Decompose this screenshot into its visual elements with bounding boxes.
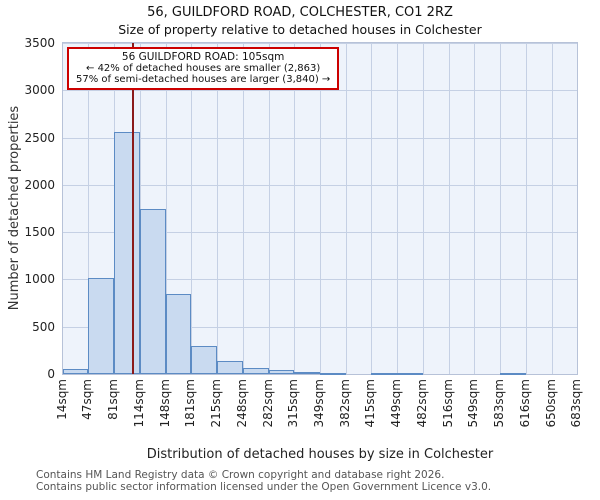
x-tick-label: 616sqm	[517, 379, 532, 428]
chart-title: 56, GUILDFORD ROAD, COLCHESTER, CO1 2RZ	[147, 5, 453, 20]
x-tick-label: 215sqm	[209, 379, 224, 428]
histogram-bar	[63, 369, 89, 374]
x-tick-label: 415sqm	[363, 379, 378, 428]
property-marker-line	[131, 43, 134, 374]
histogram-bar	[242, 368, 269, 374]
y-tick-label: 1000	[24, 272, 55, 287]
y-tick-label: 3500	[24, 36, 55, 50]
footer-line-2: Contains public sector information licen…	[36, 480, 492, 493]
gridline-horizontal	[63, 90, 577, 92]
x-tick-label: 349sqm	[312, 379, 327, 428]
histogram-bar	[500, 373, 526, 375]
x-tick-label: 47sqm	[80, 379, 95, 420]
gridline-vertical	[165, 43, 167, 374]
gridline-vertical	[500, 43, 502, 374]
x-tick-label: 282sqm	[260, 379, 275, 428]
x-tick-label: 650sqm	[543, 379, 558, 428]
gridline-vertical	[242, 43, 244, 374]
histogram-bar	[114, 131, 140, 374]
gridline-vertical	[371, 43, 373, 374]
gridline-vertical	[217, 43, 219, 374]
y-tick-label: 0	[47, 367, 55, 381]
y-tick-label: 500	[32, 319, 55, 334]
y-axis-title: Number of detached properties	[7, 105, 22, 311]
histogram-bar	[165, 293, 192, 374]
histogram-bar	[139, 209, 166, 374]
histogram-bar	[217, 360, 243, 374]
footer: Contains HM Land Registry data © Crown c…	[36, 469, 492, 493]
gridline-vertical	[88, 43, 90, 374]
annotation-larger: 57% of semi-detached houses are larger (…	[76, 74, 331, 85]
gridline-vertical	[474, 43, 476, 374]
plot-area: 56 GUILDFORD ROAD: 105sqm ← 42% of detac…	[62, 42, 578, 375]
x-tick-label: 583sqm	[492, 379, 507, 428]
x-axis-title: Distribution of detached houses by size …	[146, 447, 494, 462]
gridline-vertical	[294, 43, 296, 374]
histogram-bar	[88, 277, 115, 374]
histogram-bar	[268, 369, 295, 374]
x-tick-label: 114sqm	[131, 379, 146, 428]
gridline-vertical	[139, 43, 141, 374]
histogram-bar	[294, 371, 321, 374]
gridline-horizontal	[63, 232, 577, 234]
gridline-vertical	[422, 43, 424, 374]
x-tick-label: 683sqm	[569, 379, 583, 428]
gridline-vertical	[551, 43, 553, 374]
gridline-vertical	[191, 43, 193, 374]
x-tick-label: 382sqm	[337, 379, 352, 428]
y-tick-label: 3000	[24, 83, 55, 98]
histogram-bar	[320, 372, 346, 375]
chart-subtitle: Size of property relative to detached ho…	[118, 22, 482, 37]
gridline-vertical	[268, 43, 270, 374]
y-tick-label: 1500	[24, 225, 55, 240]
x-tick-label: 81sqm	[106, 379, 121, 420]
x-tick-label: 549sqm	[466, 379, 481, 428]
x-tick-label: 248sqm	[234, 379, 249, 428]
x-tick-label: 181sqm	[183, 379, 198, 428]
gridline-horizontal	[63, 184, 577, 186]
gridline-vertical	[320, 43, 322, 374]
x-tick-label: 14sqm	[55, 379, 69, 420]
x-tick-label: 482sqm	[414, 379, 429, 428]
histogram-bar	[191, 345, 218, 374]
histogram-bar	[397, 373, 423, 375]
y-tick-label: 2000	[24, 177, 55, 192]
x-tick-label: 315sqm	[286, 379, 301, 428]
annotation-smaller: ← 42% of detached houses are smaller (2,…	[86, 63, 321, 74]
gridline-horizontal	[63, 137, 577, 139]
annotation-box: 56 GUILDFORD ROAD: 105sqm ← 42% of detac…	[67, 47, 340, 90]
gridline-vertical	[448, 43, 450, 374]
y-tick-label: 2500	[24, 130, 55, 145]
gridline-vertical	[397, 43, 399, 374]
x-tick-label: 449sqm	[389, 379, 404, 428]
footer-line-1: Contains HM Land Registry data © Crown c…	[36, 469, 445, 481]
x-tick-label: 516sqm	[440, 379, 455, 428]
histogram-bar	[371, 373, 398, 375]
gridline-horizontal	[63, 326, 577, 328]
gridline-horizontal	[63, 43, 577, 44]
annotation-title: 56 GUILDFORD ROAD: 105sqm	[121, 51, 285, 63]
gridline-horizontal	[63, 279, 577, 281]
gridline-vertical	[345, 43, 347, 374]
x-tick-label: 148sqm	[157, 379, 172, 428]
gridline-vertical	[525, 43, 527, 374]
